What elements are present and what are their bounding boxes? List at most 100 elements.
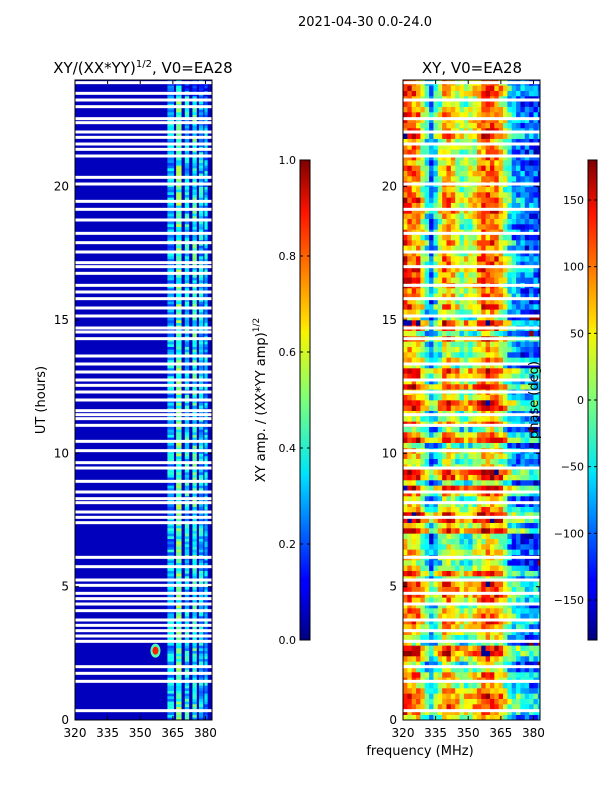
rfi-cell bbox=[167, 426, 174, 430]
phase-cell bbox=[416, 469, 421, 475]
phase-cell bbox=[455, 613, 460, 619]
phase-cell bbox=[450, 256, 456, 262]
rfi-cell bbox=[192, 304, 197, 307]
phase-cell bbox=[498, 608, 504, 614]
phase-cell bbox=[437, 453, 443, 459]
phase-cell bbox=[503, 416, 508, 422]
phase-cell bbox=[533, 597, 539, 603]
phase-cell bbox=[524, 234, 530, 241]
phase-cell bbox=[507, 330, 513, 337]
phase-cell bbox=[520, 368, 526, 374]
amplitude-colorbar-label: XY amp. / (XX*YY amp)1/2 bbox=[252, 318, 269, 482]
phase-cell bbox=[520, 352, 526, 358]
phase-cell bbox=[442, 330, 447, 337]
rfi-cell bbox=[184, 570, 190, 574]
phase-cell bbox=[507, 165, 513, 171]
phase-cell bbox=[411, 368, 417, 374]
phase-cell bbox=[437, 272, 443, 278]
rfi-burst-core bbox=[152, 646, 159, 655]
phase-cell bbox=[494, 261, 499, 267]
rfi-cell bbox=[192, 648, 197, 651]
phase-cell bbox=[429, 538, 434, 545]
phase-cell bbox=[403, 698, 408, 705]
rfi-cell bbox=[192, 133, 197, 137]
phase-cell bbox=[472, 346, 478, 353]
phase-cell bbox=[472, 197, 478, 203]
phase-cell bbox=[520, 261, 526, 267]
phase-cell bbox=[442, 714, 447, 720]
rfi-cell bbox=[176, 562, 182, 566]
rfi-cell bbox=[167, 429, 174, 433]
phase-cell bbox=[485, 506, 491, 513]
phase-cell bbox=[403, 608, 408, 614]
phase-cell bbox=[507, 416, 513, 422]
rfi-cell bbox=[184, 269, 190, 273]
phase-cell bbox=[450, 453, 456, 459]
phase-cell bbox=[403, 512, 408, 518]
phase-cell bbox=[455, 405, 460, 411]
phase-cell bbox=[455, 544, 460, 550]
phase-cell bbox=[472, 256, 478, 262]
phase-cell bbox=[407, 352, 412, 358]
rfi-cell bbox=[198, 426, 204, 430]
phase-cell bbox=[416, 565, 421, 571]
flagged-row bbox=[75, 297, 212, 301]
phase-cell bbox=[476, 453, 482, 459]
rfi-cell bbox=[204, 210, 208, 214]
phase-cell bbox=[489, 656, 495, 662]
phase-cell bbox=[463, 277, 469, 283]
phase-cell bbox=[468, 549, 473, 555]
flagged-row bbox=[75, 609, 212, 613]
phase-cell bbox=[520, 480, 526, 486]
phase-cell bbox=[481, 672, 486, 678]
phase-cell bbox=[442, 341, 447, 347]
rfi-cell bbox=[198, 474, 204, 478]
rfi-cell bbox=[204, 429, 208, 433]
phase-cell bbox=[511, 597, 517, 603]
phase-cell bbox=[420, 682, 426, 689]
phase-cell bbox=[468, 426, 473, 433]
phase-cell bbox=[420, 656, 426, 662]
phase-cell bbox=[411, 277, 417, 283]
phase-cell bbox=[416, 394, 421, 401]
rfi-cell bbox=[167, 661, 174, 665]
phase-cell bbox=[476, 693, 482, 699]
rfi-cell bbox=[192, 202, 197, 206]
phase-cell bbox=[437, 704, 443, 710]
phase-cell bbox=[468, 560, 473, 566]
phase-cell bbox=[463, 549, 469, 555]
phase-cell bbox=[503, 394, 508, 401]
rfi-cell bbox=[167, 346, 174, 350]
rfi-cell bbox=[167, 237, 174, 241]
flagged-row bbox=[75, 330, 212, 334]
phase-cell bbox=[420, 672, 426, 678]
phase-cell bbox=[489, 405, 495, 411]
phase-cell bbox=[450, 570, 456, 577]
phase-cell bbox=[537, 544, 540, 550]
phase-cell bbox=[459, 304, 465, 310]
phase-cell bbox=[455, 437, 460, 443]
rfi-cell bbox=[176, 304, 182, 307]
phase-cell bbox=[420, 288, 426, 294]
phase-cell bbox=[424, 666, 430, 673]
rfi-cell bbox=[167, 309, 174, 313]
phase-cell bbox=[503, 341, 508, 347]
phase-cell bbox=[416, 293, 421, 299]
phase-cell bbox=[481, 666, 486, 673]
phase-cell bbox=[429, 645, 434, 651]
phase-cell bbox=[450, 645, 456, 651]
phase-cell bbox=[450, 560, 456, 566]
phase-cell bbox=[468, 240, 473, 246]
phase-cell bbox=[416, 688, 421, 694]
phase-cell bbox=[450, 357, 456, 363]
phase-cell bbox=[472, 293, 478, 299]
phase-cell bbox=[407, 426, 412, 433]
rfi-cell bbox=[176, 685, 182, 689]
rfi-cell bbox=[204, 322, 208, 326]
phase-cell bbox=[455, 570, 460, 577]
phase-cell bbox=[407, 176, 412, 182]
phase-cell bbox=[476, 656, 482, 662]
flagged-row bbox=[75, 634, 212, 638]
phase-cell bbox=[442, 293, 447, 299]
rfi-cell bbox=[167, 245, 174, 249]
